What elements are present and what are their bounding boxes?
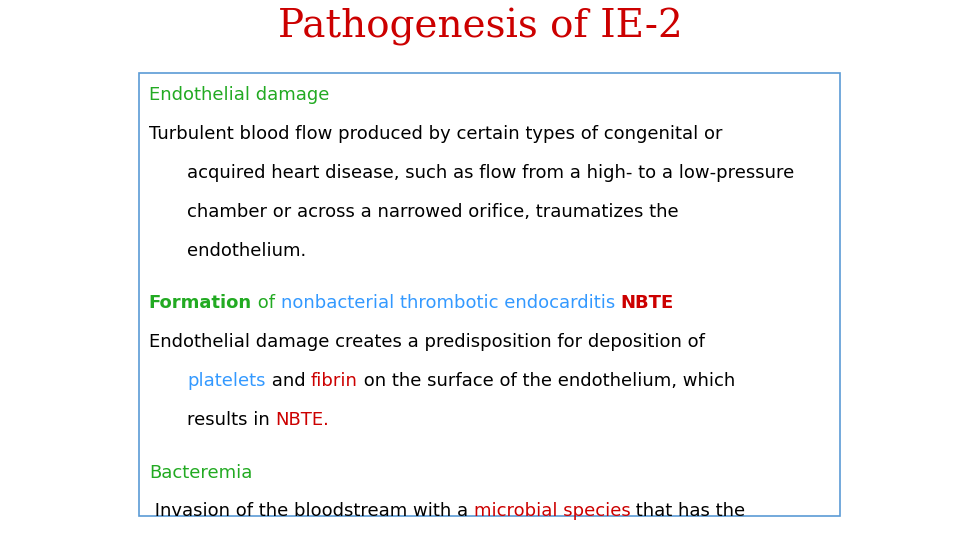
Text: nonbacterial thrombotic endocarditis: nonbacterial thrombotic endocarditis bbox=[280, 294, 621, 313]
Text: Endothelial damage creates a predisposition for deposition of: Endothelial damage creates a predisposit… bbox=[149, 333, 705, 352]
Text: of: of bbox=[252, 294, 280, 313]
Text: Turbulent blood flow produced by certain types of congenital or: Turbulent blood flow produced by certain… bbox=[149, 125, 722, 143]
Text: and: and bbox=[266, 372, 311, 390]
Text: endothelium.: endothelium. bbox=[187, 242, 306, 260]
Text: acquired heart disease, such as flow from a high- to a low-pressure: acquired heart disease, such as flow fro… bbox=[187, 164, 795, 182]
Text: fibrin: fibrin bbox=[311, 372, 358, 390]
Text: NBTE: NBTE bbox=[621, 294, 674, 313]
Text: Bacteremia: Bacteremia bbox=[149, 463, 252, 482]
Text: Formation: Formation bbox=[149, 294, 252, 313]
Text: chamber or across a narrowed orifice, traumatizes the: chamber or across a narrowed orifice, tr… bbox=[187, 203, 679, 221]
Text: NBTE.: NBTE. bbox=[276, 411, 329, 429]
Text: Invasion of the bloodstream with a: Invasion of the bloodstream with a bbox=[149, 502, 473, 521]
Text: that has the: that has the bbox=[631, 502, 746, 521]
Text: platelets: platelets bbox=[187, 372, 266, 390]
FancyBboxPatch shape bbox=[139, 73, 840, 516]
Text: results in: results in bbox=[187, 411, 276, 429]
Text: Endothelial damage: Endothelial damage bbox=[149, 86, 329, 104]
Text: Pathogenesis of IE-2: Pathogenesis of IE-2 bbox=[277, 8, 683, 46]
Text: microbial species: microbial species bbox=[473, 502, 631, 521]
Text: on the surface of the endothelium, which: on the surface of the endothelium, which bbox=[358, 372, 735, 390]
